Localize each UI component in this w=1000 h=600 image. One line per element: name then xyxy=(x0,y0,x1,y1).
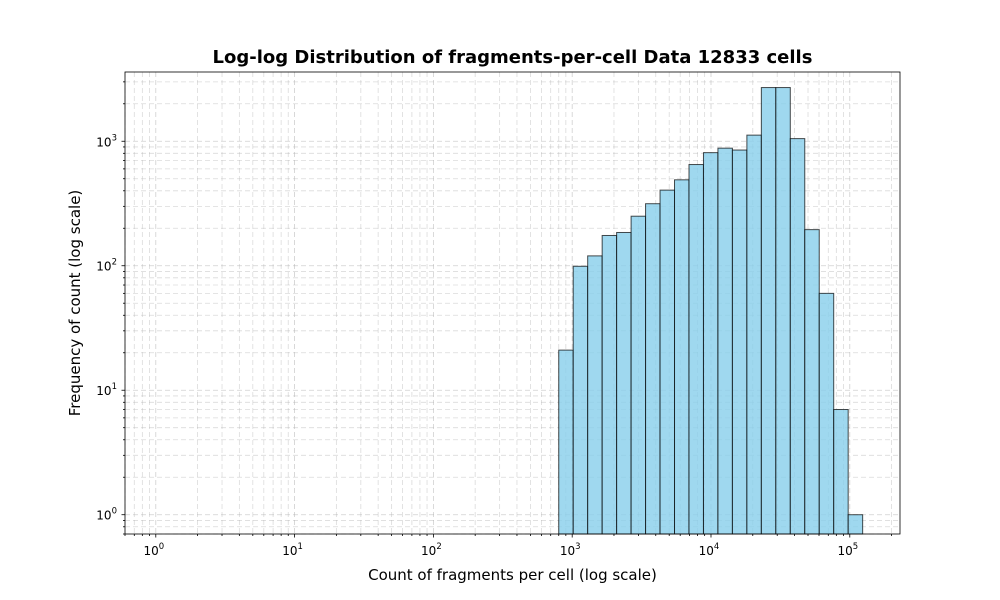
histogram-bar xyxy=(717,147,733,535)
y-tick-label: 103 xyxy=(96,133,117,149)
histogram-bar xyxy=(804,229,820,535)
histogram-bar xyxy=(572,265,589,535)
histogram-bar xyxy=(818,292,835,535)
histogram-bar xyxy=(645,203,661,535)
y-axis-label: Frequency of count (log scale) xyxy=(66,190,84,417)
histogram-bar xyxy=(731,149,748,535)
histogram-bar xyxy=(616,231,632,535)
x-tick-label: 104 xyxy=(699,542,720,558)
histogram-bar xyxy=(674,179,690,535)
axis-ticks: 100 101 102 103 104 105 100 101 102 103 xyxy=(96,81,892,558)
x-tick-label: 101 xyxy=(282,542,303,558)
histogram-bar xyxy=(760,87,777,535)
histogram-bar xyxy=(659,189,676,535)
histogram-bar xyxy=(847,514,864,535)
x-tick-label: 102 xyxy=(421,542,442,558)
y-tick-label: 101 xyxy=(96,382,117,398)
x-tick-label: 100 xyxy=(143,542,164,558)
histogram-bar xyxy=(746,134,762,535)
histogram-bar xyxy=(702,152,719,535)
histogram-bars xyxy=(558,87,864,535)
histogram-bar xyxy=(601,234,618,535)
grid-lines xyxy=(124,72,900,535)
histogram-bar xyxy=(789,138,806,535)
x-axis-label: Count of fragments per cell (log scale) xyxy=(368,566,657,584)
histogram-bar xyxy=(587,255,603,535)
x-tick-label: 103 xyxy=(560,542,581,558)
histogram-bar xyxy=(630,215,647,535)
x-tick-label: 105 xyxy=(837,542,858,558)
y-tick-label: 100 xyxy=(96,507,117,523)
histogram-bar xyxy=(688,164,704,535)
histogram-bar xyxy=(775,87,791,535)
histogram-bar xyxy=(833,409,849,535)
chart-title: Log-log Distribution of fragments-per-ce… xyxy=(213,47,813,68)
histogram-bar xyxy=(558,349,574,535)
y-tick-label: 102 xyxy=(96,258,117,274)
